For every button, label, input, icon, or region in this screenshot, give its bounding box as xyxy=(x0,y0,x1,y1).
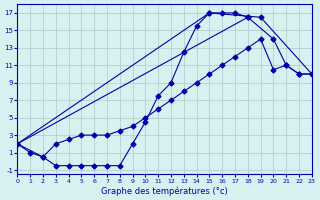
X-axis label: Graphe des températures (°c): Graphe des températures (°c) xyxy=(101,186,228,196)
